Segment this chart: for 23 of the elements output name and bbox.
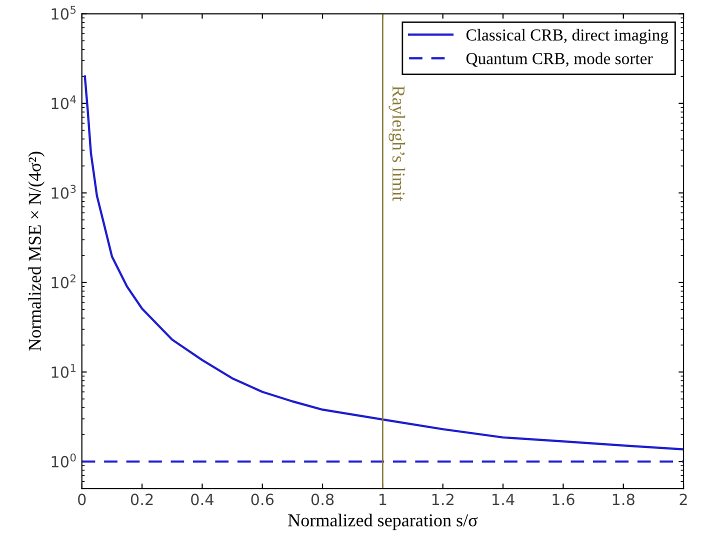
x-tick-label: 0.2	[130, 494, 153, 506]
x-tick-label: 1.8	[612, 494, 634, 506]
y-tick-label: 10$^{3}$	[52, 184, 76, 199]
y-tick-label: 10$^{1}$	[52, 364, 76, 378]
x-tick-label: 2	[680, 494, 687, 505]
y-tick-label: 10$^{0}$	[52, 453, 76, 468]
x-tick-label: 1.2	[432, 494, 454, 505]
x-axis-title: Normalized separation s/σ	[288, 514, 478, 530]
legend-label: Classical CRB, direct imaging	[466, 28, 668, 44]
x-tick-label: 0	[78, 494, 86, 506]
legend-label: Quantum CRB, mode sorter	[466, 52, 653, 67]
x-tick-label: 1.4	[492, 494, 514, 505]
x-tick-label: 0.4	[191, 494, 214, 506]
x-tick-label: 1	[380, 494, 386, 505]
y-tick-label: 10$^{4}$	[52, 95, 76, 110]
x-tick-label: 0.6	[251, 494, 274, 506]
line-series	[84, 75, 684, 450]
ref-line-label: Rayleigh’s limit	[388, 86, 406, 202]
x-tick-label: 0.8	[311, 494, 334, 506]
y-tick-label: 10$^{5}$	[52, 6, 76, 20]
y-tick-label: 10$^{2}$	[52, 274, 76, 288]
x-tick-label: 1.6	[552, 494, 574, 506]
y-axis-title: Normalized MSE × N/(4σ²)	[28, 152, 45, 351]
